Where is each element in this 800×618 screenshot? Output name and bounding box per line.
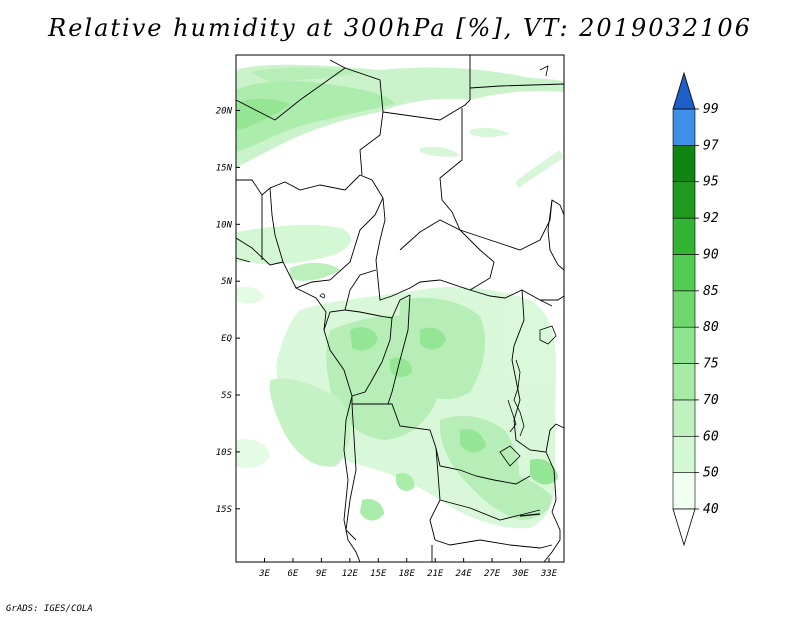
colorbar-segment bbox=[672, 108, 696, 146]
colorbar-label: 85 bbox=[703, 284, 719, 299]
colorbar-label: 97 bbox=[703, 138, 719, 153]
lon-label: 30E bbox=[511, 569, 529, 579]
lat-label: 20N bbox=[216, 107, 233, 117]
colorbar-label: 40 bbox=[703, 502, 719, 517]
lat-label: 5N bbox=[221, 277, 232, 287]
lat-label: 15S bbox=[216, 505, 233, 515]
map-panel bbox=[235, 54, 565, 563]
lon-label: 9E bbox=[316, 569, 327, 579]
colorbar-label: 60 bbox=[703, 429, 719, 444]
latitude-axis: 20N 15N 10N 5N EQ 5S 10S 15S bbox=[216, 107, 240, 515]
humidity-shading bbox=[236, 64, 564, 529]
colorbar-label: 75 bbox=[703, 357, 719, 372]
colorbar-label: 90 bbox=[703, 247, 719, 262]
colorbar-segment bbox=[672, 217, 696, 255]
colorbar-segment bbox=[672, 435, 696, 473]
map-title: Relative humidity at 300hPa [%], VT: 201… bbox=[48, 14, 752, 42]
lon-label: 3E bbox=[258, 569, 270, 579]
lon-label: 12E bbox=[342, 569, 359, 579]
longitude-axis: 3E 6E 9E 12E 15E 18E 21E 24E 27E 30E 33E bbox=[258, 558, 558, 579]
lat-label: 10N bbox=[216, 220, 233, 230]
colorbar-segment bbox=[672, 363, 696, 401]
lat-label: EQ bbox=[221, 334, 232, 344]
lat-label: 15N bbox=[216, 163, 233, 173]
grads-credit: GrADS: IGES/COLA bbox=[6, 604, 93, 614]
colorbar-segment bbox=[672, 254, 696, 292]
lon-label: 33E bbox=[540, 569, 558, 579]
colorbar-label: 99 bbox=[703, 102, 719, 117]
colorbar-bottom-arrow bbox=[672, 508, 696, 547]
lon-label: 27E bbox=[484, 569, 501, 579]
colorbar-label: 80 bbox=[703, 320, 719, 335]
lat-label: 10S bbox=[216, 448, 233, 458]
colorbar-label: 92 bbox=[703, 211, 719, 226]
lon-label: 21E bbox=[427, 569, 444, 579]
colorbar: 40 50 60 70 75 80 85 90 92 95 97 99 bbox=[672, 71, 719, 547]
colorbar-segment bbox=[672, 290, 696, 328]
colorbar-segment bbox=[672, 326, 696, 364]
lat-label: 5S bbox=[221, 391, 232, 401]
colorbar-label: 70 bbox=[703, 393, 719, 408]
country-boundaries bbox=[235, 55, 565, 563]
lon-label: 6E bbox=[288, 569, 299, 579]
colorbar-segment bbox=[672, 399, 696, 437]
colorbar-top-arrow bbox=[672, 71, 696, 110]
colorbar-label: 95 bbox=[703, 175, 719, 190]
colorbar-segment bbox=[672, 181, 696, 219]
lon-label: 15E bbox=[370, 569, 387, 579]
colorbar-label: 50 bbox=[703, 466, 719, 481]
lon-label: 24E bbox=[456, 569, 473, 579]
colorbar-segment bbox=[672, 472, 696, 510]
lon-label: 18E bbox=[399, 569, 416, 579]
colorbar-segment bbox=[672, 145, 696, 183]
